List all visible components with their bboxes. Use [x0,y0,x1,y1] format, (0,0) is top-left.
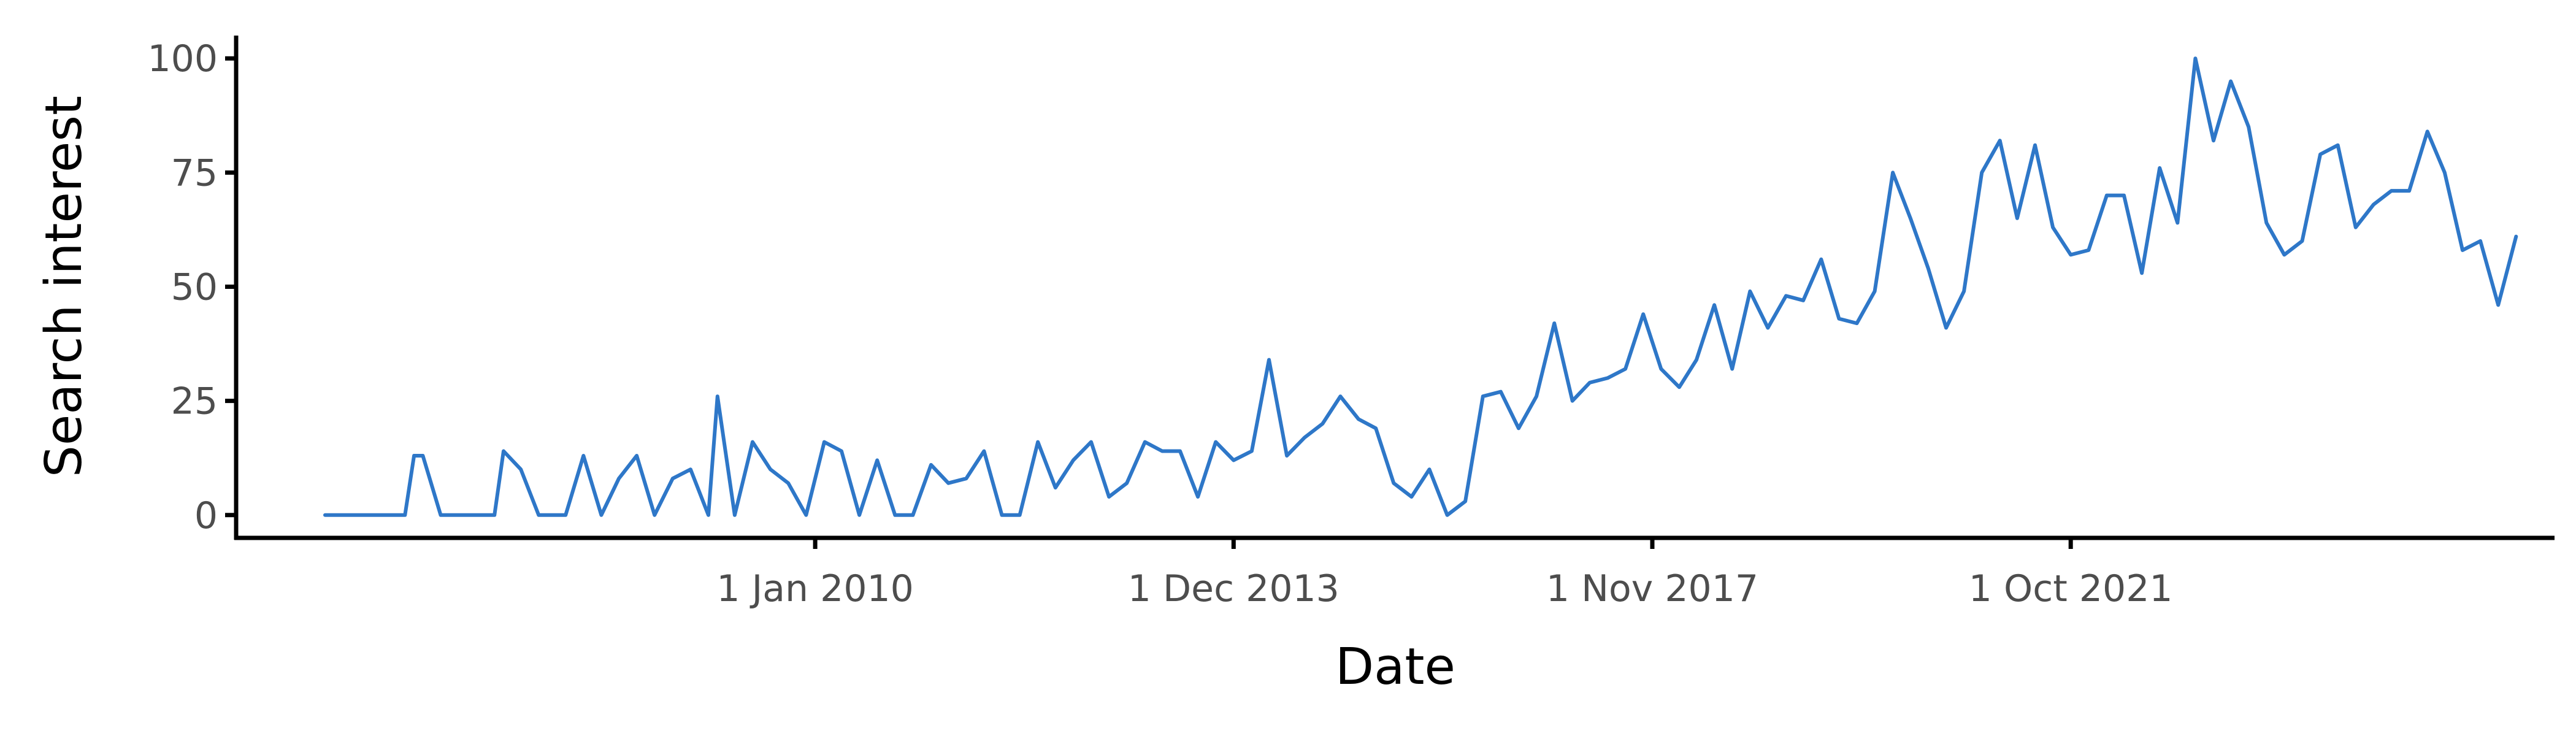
x-tick-label: 1 Jan 2010 [716,567,914,610]
x-tick-label: 1 Oct 2021 [1969,567,2173,610]
x-axis-ticks: 1 Jan 2010 1 Dec 2013 1 Nov 2017 1 Oct 2021 [716,538,2173,610]
x-tick-label: 1 Nov 2017 [1546,567,1758,610]
y-tick-label: 100 [147,37,218,80]
search-interest-series-line [323,56,2518,517]
y-axis-ticks: 0 25 50 75 100 [147,37,236,537]
x-tick-label: 1 Dec 2013 [1128,567,1340,610]
x-axis-title: Date [1335,638,1455,696]
y-tick-label: 75 [171,151,218,194]
y-axis-title: Search interest [35,96,93,477]
y-tick-label: 0 [194,494,218,537]
y-tick-label: 50 [171,266,218,309]
y-tick-label: 25 [171,380,218,423]
